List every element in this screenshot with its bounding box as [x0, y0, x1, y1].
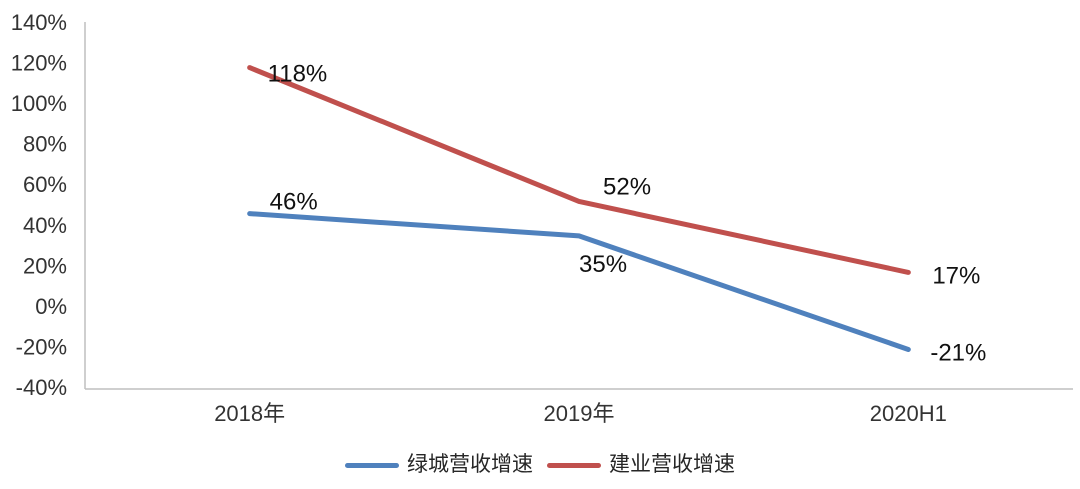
legend-label-greentown: 绿城营收增速 — [407, 453, 533, 476]
legend-line-swatch-red — [547, 462, 601, 468]
legend: 绿城营收增速 建业营收增速 — [0, 453, 1080, 477]
y-tick-label: 20% — [23, 253, 67, 278]
legend-item-greentown: 绿城营收增速 — [345, 453, 533, 477]
y-tick-label: -20% — [16, 334, 67, 359]
y-tick-label: 0% — [35, 294, 67, 319]
data-label: 52% — [603, 173, 651, 200]
legend-line-swatch-blue — [345, 462, 399, 468]
y-tick-label: 140% — [11, 10, 67, 35]
data-label: 17% — [932, 262, 980, 289]
data-label: 46% — [270, 189, 318, 216]
data-label: 35% — [579, 251, 627, 278]
y-tick-label: 120% — [11, 51, 67, 76]
legend-item-jianye: 建业营收增速 — [547, 453, 735, 477]
x-tick-label: 2019年 — [544, 401, 615, 426]
data-label: 118% — [268, 61, 328, 88]
data-label: -21% — [930, 339, 986, 366]
y-tick-label: 80% — [23, 132, 67, 157]
y-tick-label: 40% — [23, 213, 67, 238]
series-line-0 — [247, 211, 911, 352]
y-tick-label: 100% — [11, 91, 67, 116]
y-tick-label: -40% — [16, 375, 67, 400]
y-tick-label: 60% — [23, 172, 67, 197]
x-tick-label: 2018年 — [214, 401, 285, 426]
series-line-1 — [247, 65, 911, 275]
legend-label-jianye: 建业营收增速 — [609, 453, 735, 476]
x-tick-label: 2020H1 — [870, 401, 947, 426]
